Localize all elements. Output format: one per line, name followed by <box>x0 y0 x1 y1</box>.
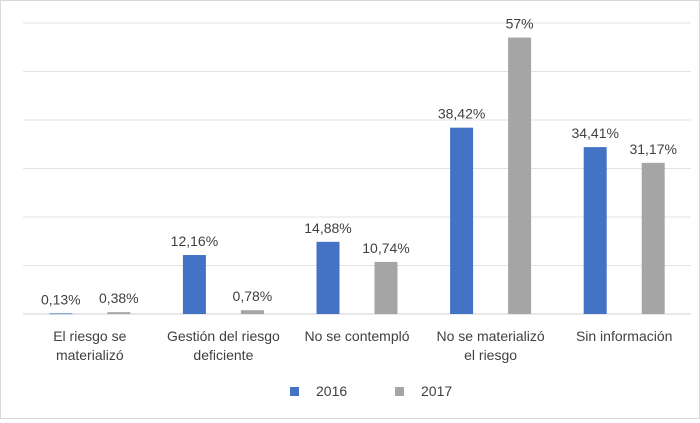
data-label: 38,42% <box>438 106 485 122</box>
data-label: 57% <box>506 16 534 32</box>
data-label: 12,16% <box>171 233 218 249</box>
category-label: el riesgo <box>464 347 517 363</box>
bar-2017 <box>240 310 264 314</box>
data-label: 0,78% <box>233 288 273 304</box>
bar-2017 <box>508 37 532 315</box>
bar-2016 <box>583 147 607 314</box>
bar-2016 <box>316 241 340 314</box>
legend-swatch-2016 <box>290 387 299 396</box>
data-label: 14,88% <box>304 220 351 236</box>
bar-2016 <box>450 127 474 315</box>
bar-2017 <box>374 261 398 314</box>
data-label: 0,38% <box>99 290 139 306</box>
legend-swatch-2017 <box>395 387 404 396</box>
category-label: No se contempló <box>304 328 409 344</box>
category-label: El riesgo se <box>53 328 126 344</box>
bar-2017 <box>107 312 131 314</box>
category-label: Sin información <box>576 328 673 344</box>
category-label: Gestión del riesgo <box>167 328 280 344</box>
category-label: deficiente <box>193 347 253 363</box>
legend-label: 2017 <box>421 383 452 399</box>
data-label: 31,17% <box>629 141 676 157</box>
category-label: materializó <box>56 347 124 363</box>
data-label: 10,74% <box>362 240 409 256</box>
bar-2017 <box>641 162 665 314</box>
legend-label: 2016 <box>316 383 347 399</box>
data-label: 0,13% <box>41 291 81 307</box>
data-label: 34,41% <box>571 125 618 141</box>
bar-2016 <box>182 255 206 314</box>
category-label: No se materializó <box>437 328 545 344</box>
bar-2016 <box>49 313 73 315</box>
